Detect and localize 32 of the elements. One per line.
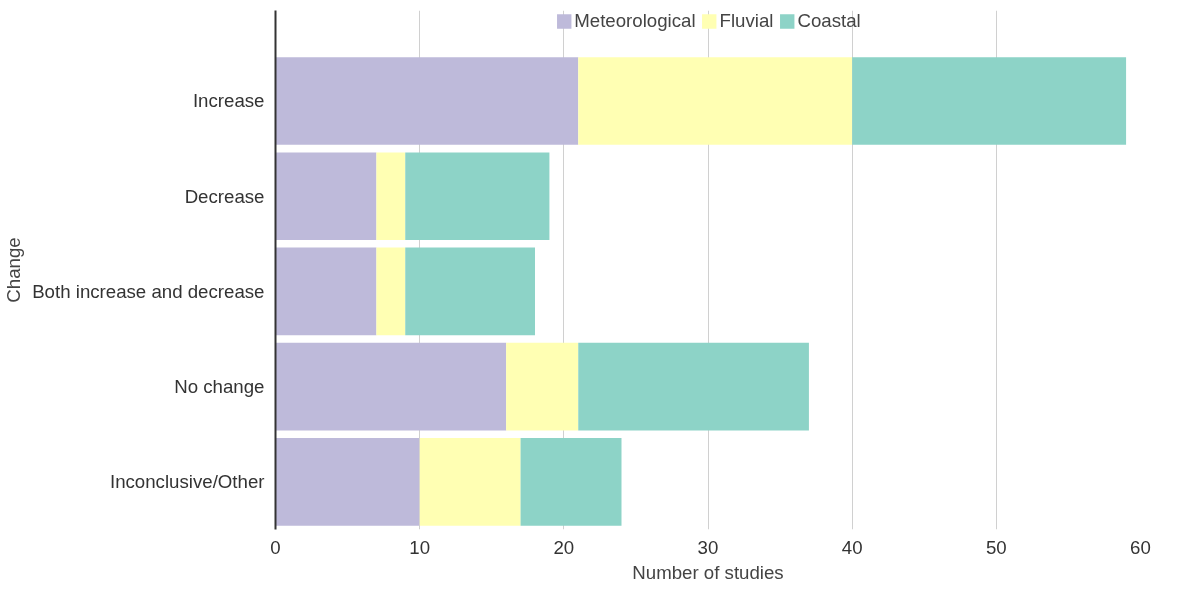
bar [578,57,853,145]
legend-label: Meteorological [574,10,696,32]
bar [405,247,535,336]
x-axis-title: Number of studies [632,561,784,583]
legend-label: Coastal [797,10,861,32]
bar [376,247,406,336]
y-axis-title: Change [3,237,25,303]
legend-label: Fluvial [719,10,774,32]
bar [275,247,377,336]
x-tick-label: 30 [697,536,719,558]
y-tick-label: Both increase and decrease [32,280,265,302]
bar [419,438,521,526]
bar [275,152,377,240]
y-tick-label: No change [174,376,265,398]
bar [275,57,579,145]
bar [275,342,507,431]
bar [506,342,579,431]
x-tick-label: 50 [985,536,1007,558]
x-tick-label: 0 [270,536,281,558]
y-tick-label: Inconclusive/Other [109,471,265,493]
bar [405,152,550,240]
y-tick-label: Decrease [184,185,265,207]
bar [852,57,1127,145]
y-tick-label: Increase [192,90,265,112]
bar [578,342,809,431]
x-tick-label: 60 [1130,536,1151,558]
bar [275,438,420,526]
x-tick-label: 40 [841,536,863,558]
bar [520,438,622,526]
x-tick-label: 20 [553,536,575,558]
x-tick-label: 10 [409,536,431,558]
bar [376,152,406,240]
